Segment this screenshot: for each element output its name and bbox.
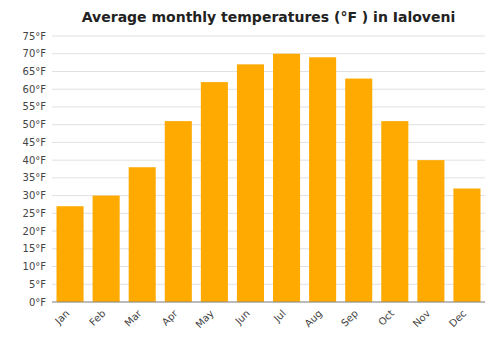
y-tick-label: 70°F [23, 48, 47, 59]
x-tick-label: Oct [376, 308, 396, 328]
x-tick-label: Aug [302, 308, 324, 330]
bar [309, 57, 336, 302]
y-tick-label: 30°F [23, 190, 47, 201]
grid-line [52, 89, 485, 90]
bar [93, 196, 120, 302]
y-tick-label: 65°F [23, 66, 47, 77]
x-tick-label: Sep [339, 308, 360, 329]
y-tick-label: 10°F [23, 261, 47, 272]
y-tick-label: 35°F [23, 172, 47, 183]
chart: Average monthly temperatures (°F ) in Ia… [0, 0, 500, 350]
x-tick-label: Apr [160, 307, 181, 328]
x-axis-line [52, 302, 485, 303]
y-tick-label: 25°F [23, 208, 47, 219]
x-axis: Jan Feb Mar Apr May Jun Jul Aug Sep Oct Nov Dec [52, 302, 485, 330]
x-tick-label: May [193, 308, 215, 330]
y-tick-label: 20°F [23, 226, 47, 237]
x-tick-label: Jun [232, 308, 252, 328]
y-tick-label: 5°F [29, 279, 46, 290]
grid-line [52, 302, 485, 303]
grid [52, 36, 485, 302]
bar [417, 160, 444, 302]
grid-line [52, 36, 485, 37]
grid-line [52, 142, 485, 143]
grid-line [52, 124, 485, 125]
grid-line [52, 106, 485, 107]
bar [381, 121, 408, 302]
y-tick-label: 15°F [23, 243, 47, 254]
y-tick-label: 60°F [23, 84, 47, 95]
y-tick-label: 50°F [23, 119, 47, 130]
grid-line [52, 53, 485, 54]
y-axis: 0°F 5°F 10°F 15°F 20°F 25°F 30°F 35°F 40°F 45°F 50… [23, 31, 47, 308]
bar [165, 121, 192, 302]
x-tick-label: Nov [411, 308, 433, 330]
bar [201, 82, 228, 302]
y-tick-label: 45°F [23, 137, 47, 148]
grid-line [52, 71, 485, 72]
x-tick-label: Jul [271, 308, 288, 325]
bars [57, 54, 481, 302]
y-tick-label: 0°F [29, 297, 46, 308]
bar [237, 64, 264, 302]
y-tick-label: 40°F [23, 155, 47, 166]
y-tick-label: 55°F [23, 101, 47, 112]
x-tick-label: Jan [52, 308, 71, 327]
y-tick-label: 75°F [23, 31, 47, 42]
bar [453, 189, 480, 302]
title: Average monthly temperatures (°F ) in Ia… [82, 9, 455, 25]
bar [345, 79, 372, 302]
bar [57, 206, 84, 302]
bar [129, 167, 156, 302]
x-tick-label: Dec [447, 308, 468, 329]
x-tick-label: Mar [122, 307, 144, 329]
bar [273, 54, 300, 302]
x-tick-label: Feb [87, 308, 107, 328]
